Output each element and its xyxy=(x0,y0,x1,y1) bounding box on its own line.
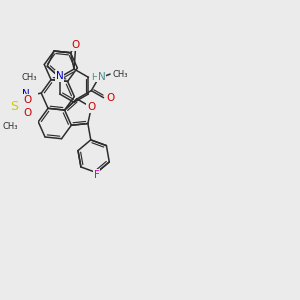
Text: O: O xyxy=(23,95,31,105)
Text: N: N xyxy=(98,72,105,82)
Text: CH₃: CH₃ xyxy=(22,73,37,82)
Text: O: O xyxy=(106,93,114,103)
Text: S: S xyxy=(11,100,19,113)
Text: N: N xyxy=(56,71,64,81)
Text: O: O xyxy=(72,40,80,50)
Text: O: O xyxy=(23,107,31,118)
Text: H: H xyxy=(91,73,98,82)
Text: O: O xyxy=(87,102,95,112)
Text: CH₃: CH₃ xyxy=(2,122,18,131)
Text: F: F xyxy=(94,170,100,180)
Text: CH₃: CH₃ xyxy=(113,70,128,79)
Text: N: N xyxy=(22,89,30,99)
